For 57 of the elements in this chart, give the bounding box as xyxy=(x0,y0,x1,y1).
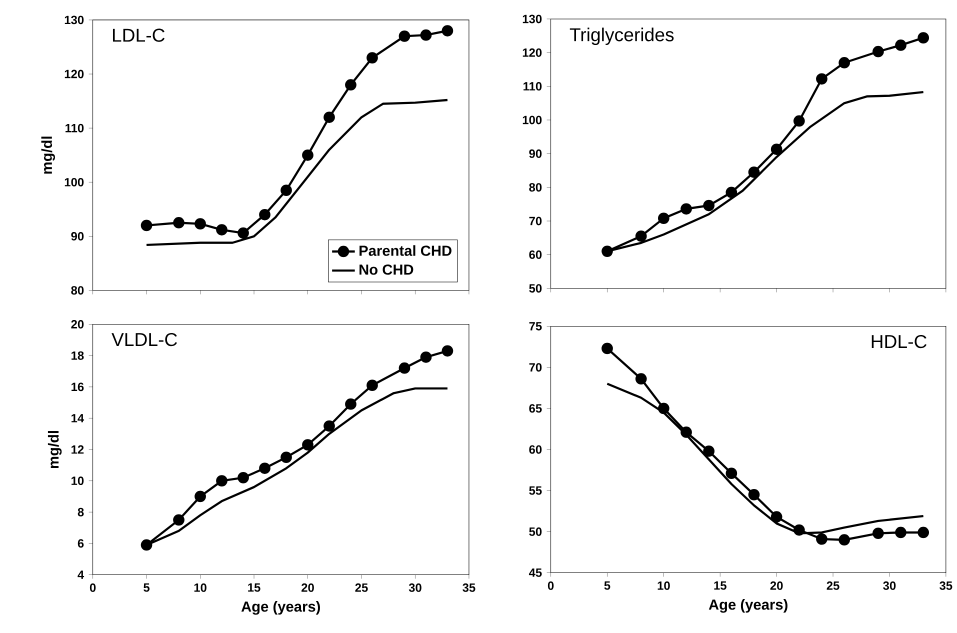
y-tick-label: 6 xyxy=(78,539,84,548)
y-tick-label: 50 xyxy=(529,528,542,536)
y-tick-label: 10 xyxy=(72,476,84,486)
x-tick-label: 20 xyxy=(770,582,783,590)
y-tick-label: 90 xyxy=(71,232,84,241)
y-tick-label: 70 xyxy=(529,363,542,372)
y-tick-label: 60 xyxy=(529,250,542,260)
x-axis-title: Age (years) xyxy=(708,599,788,613)
y-tick-label: 65 xyxy=(529,404,542,413)
y-tick-label: 120 xyxy=(522,48,542,58)
y-tick-label: 55 xyxy=(529,486,542,495)
x-tick-label: 25 xyxy=(826,582,840,590)
x-tick-label: 0 xyxy=(548,582,554,590)
y-tick-label: 75 xyxy=(529,322,542,331)
x-tick-label: 35 xyxy=(940,582,952,590)
x-tick-label: 0 xyxy=(90,584,96,592)
y-tick-label: 80 xyxy=(71,286,84,295)
x-tick-label: 30 xyxy=(408,584,422,592)
x-tick-label: 35 xyxy=(462,584,476,592)
y-tick-label: 8 xyxy=(78,508,84,517)
x-tick-label: 10 xyxy=(658,582,670,590)
x-tick-label: 30 xyxy=(883,582,896,590)
y-tick-label: 110 xyxy=(524,82,542,91)
y-tick-label: 110 xyxy=(66,124,84,133)
x-tick-label: 15 xyxy=(714,582,726,590)
y-tick-label: 14 xyxy=(72,414,84,423)
chart-title: Triglycerides xyxy=(570,28,674,46)
y-tick-label: 60 xyxy=(529,445,542,454)
legend-label: Parental CHD xyxy=(360,245,452,256)
x-tick-label: 5 xyxy=(604,582,610,590)
x-tick-label: 25 xyxy=(355,584,368,592)
chart-title: HDL-C xyxy=(872,335,927,348)
y-tick-label: 20 xyxy=(71,320,84,329)
y-tick-label: 16 xyxy=(72,382,84,392)
y-tick-label: 120 xyxy=(64,70,84,78)
y-tick-label: 12 xyxy=(72,446,84,454)
x-tick-label: 5 xyxy=(144,584,150,592)
y-tick-label: 4 xyxy=(78,570,84,580)
y-tick-label: 50 xyxy=(529,284,542,293)
y-axis-title: mg/dl xyxy=(41,136,55,174)
y-tick-label: 90 xyxy=(529,150,542,158)
x-tick-label: 10 xyxy=(194,584,206,592)
x-tick-label: 15 xyxy=(248,584,260,592)
x-tick-label: 20 xyxy=(302,584,314,592)
y-tick-label: 45 xyxy=(528,568,542,578)
legend-label: No CHD xyxy=(360,264,414,275)
y-axis-title: mg/dl xyxy=(48,431,62,468)
x-axis-title: Age (years) xyxy=(241,601,320,615)
y-tick-label: 18 xyxy=(72,352,84,360)
chart-title: LDL-C xyxy=(112,28,165,42)
y-tick-label: 130 xyxy=(522,14,542,24)
y-tick-label: 80 xyxy=(529,183,542,192)
y-tick-label: 130 xyxy=(64,16,84,24)
y-tick-label: 100 xyxy=(522,116,542,124)
y-tick-label: 70 xyxy=(529,216,542,226)
y-tick-label: 100 xyxy=(64,178,84,187)
chart-title: VLDL-C xyxy=(112,333,177,346)
